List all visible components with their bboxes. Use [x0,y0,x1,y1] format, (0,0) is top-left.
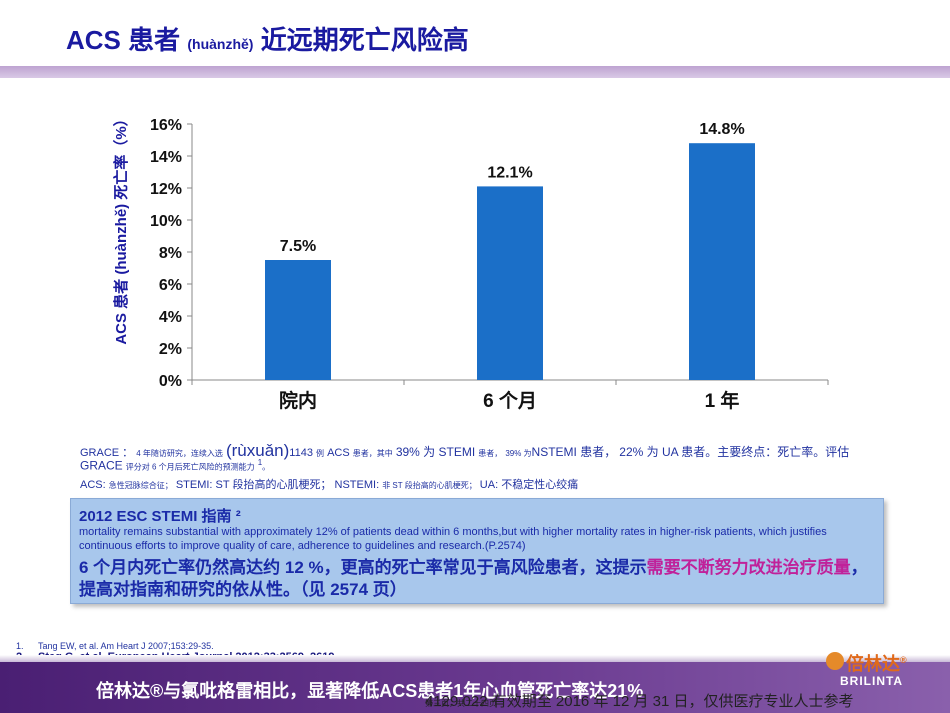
header-white-area [0,0,950,66]
bar-chart: 0% 2% 4% 6% 8% 10% 12% 14% 16% 7.5% 院内 12.1% 6 个月 14.… [112,111,829,412]
bar [689,143,755,380]
y-tick-label: 6% [159,277,182,294]
note-text: 不稳定性心绞痛 [501,479,579,491]
reference-1: 1. Tang EW, et al. Am Heart J 2007;153:29… [16,641,214,651]
esc-guideline-box: 2012 ESC STEMI 指南 ² mortality remains su… [70,498,884,604]
logo-reg: ® [900,655,907,665]
bar [477,186,543,380]
footer-fade [0,655,950,664]
x-tick-label: 6 个月 [483,390,537,412]
esc-cn-highlight: 需要不断努力改进治疗质量 [646,558,851,577]
bar-value-label: 7.5% [280,238,316,255]
note-count: 1143 [289,447,313,459]
bar-value-label: 12.1% [487,164,532,181]
esc-cn-text: ，提高对指南和研究的依从性。（见 2574 页） [79,558,868,599]
note-line-2: GRACE 评分对 6 个月后死亡风险的预测能力 1。 [80,458,270,473]
note-text: 例 [316,449,325,458]
logo-en: BRILINTA [840,674,904,688]
y-axis-label: ACS 患者 (huànzhě) 死亡率（%） [112,111,130,344]
y-tick-label: 14% [150,149,182,166]
note-text: 评分对 6 个月后死亡风险的预测能力 [125,462,255,472]
note-text: 22% 为 UA 患者。主要终点：死亡率。评估 [619,445,850,459]
title-pinyin: (huànzhě) [187,36,254,52]
logo-cn-text: 倍林达 [846,654,900,674]
title-main: ACS 患者 [66,25,181,55]
footer-slogan: 倍林达®与氯吡格雷相比，显著降低ACS患者1年心血管死亡率达21% [96,681,644,701]
reference-text: Tang EW, et al. Am Heart J 2007;153:29-3… [38,641,214,651]
y-tick-label: 0% [159,373,182,390]
esc-english-quote: mortality remains substantial with appro… [79,526,827,552]
reference-number: 1. [16,641,24,651]
note-grace-label: GRACE ： [80,447,134,459]
note-line-3: ACS: 急性冠脉综合征； STEMI: ST 段抬高的心肌梗死； NSTEMI… [80,476,578,492]
note-text: 患者，其中 [352,449,393,458]
note-pinyin: (rùxuǎn) [225,441,290,460]
note-text: ACS [327,447,350,459]
note-ref: 1 [257,458,263,467]
esc-chinese-summary: 6 个月内死亡率仍然高达约 12 %，更高的死亡率常见于高风险患者，这提示需要不… [79,557,879,601]
x-tick-label: 1 年 [705,389,740,412]
bar-value-label: 14.8% [699,121,744,138]
y-tick-label: 10% [150,213,182,230]
brilinta-logo: 倍林达® BRILINTA [826,648,934,694]
note-text: NSTEMI: [334,479,380,491]
note-text: UA: [479,479,499,491]
footer-disclaimer: 4129.022 有效期至 2016 年 12 月 31 日，仅供医疗专业人士参… [425,693,854,710]
y-tick-label: 2% [159,341,182,358]
footer-band [0,662,950,713]
note-text: 4 年随访研究，连续入选 [136,449,223,458]
y-tick-label: 12% [150,181,182,198]
note-text: 急性冠脉综合征； [108,481,173,490]
x-tick-label: 院内 [279,389,317,412]
esc-title: 2012 ESC STEMI 指南 ² [79,508,241,525]
logo-cn: 倍林达® [846,650,907,676]
logo-mark-icon [826,652,844,670]
note-text: 39% 为 STEMI [395,445,476,459]
note-line-1: GRACE ： 4 年随访研究，连续入选 (rùxuǎn)1143 例 ACS … [80,441,849,461]
y-tick-label: 8% [159,245,182,262]
y-tick-label: 4% [159,309,182,326]
note-text: 39% 为 [505,449,532,458]
y-tick-label: 16% [150,117,182,134]
note-text: 。 [262,462,271,472]
note-text: GRACE [80,458,123,473]
note-text: ACS: [80,479,106,491]
esc-cn-text: 6 个月内死亡率仍然高达约 12 %，更高的死亡率常见于高风险患者，这提示 [79,558,647,577]
slide-title: ACS 患者 (huànzhě) 近远期死亡风险高 [66,20,469,57]
title-rest: 近远期死亡风险高 [260,25,469,55]
footer-page-note: 第三页，共二十四页 [425,699,497,708]
note-text: STEMI: ST 段抬高的心肌梗死； [175,479,332,491]
bar [265,260,331,380]
note-text: 非 ST 段抬高的心肌梗死； [382,481,477,490]
note-text: NSTEMI 患者， [531,445,617,459]
note-text: 患者， [478,449,503,458]
